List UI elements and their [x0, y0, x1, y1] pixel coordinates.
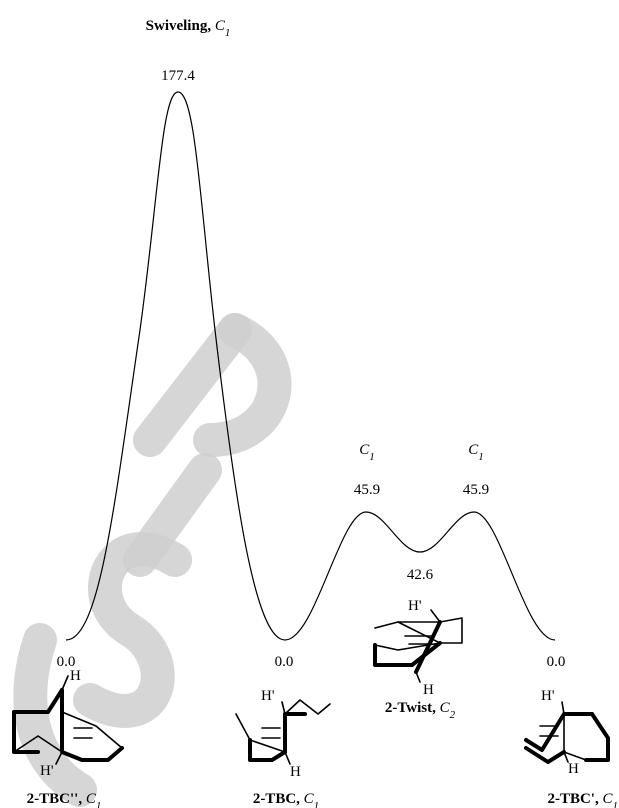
ts-right-symmetry: C1: [468, 442, 484, 463]
tbc-h: H: [290, 764, 301, 780]
swiveling-name: Swiveling,: [146, 18, 215, 34]
tbc-dd-h: H: [70, 668, 81, 684]
twist-energy: 42.6: [407, 567, 434, 583]
tbc-prime-h-prime: H': [541, 688, 555, 704]
tbc-prime-molecule: H' H: [524, 688, 610, 777]
twist-label: 2-Twist, C2: [385, 700, 456, 721]
ts-left-energy: 45.9: [354, 482, 380, 498]
swiveling-energy: 177.4: [161, 68, 195, 84]
tbc-energy: 0.0: [275, 654, 294, 670]
tbc-dd-molecule: H H': [12, 668, 124, 779]
twist-molecule: H' H: [373, 598, 463, 698]
swiveling-symbol: C: [215, 18, 226, 34]
tbc-prime-energy: 0.0: [547, 654, 566, 670]
swiveling-label: Swiveling, C1: [146, 18, 231, 39]
watermark: [13, 313, 292, 807]
tbc-dd-h-prime: H': [40, 763, 54, 779]
tbc-h-prime: H': [261, 688, 275, 704]
tbc-molecule: H' H: [235, 688, 331, 780]
tbc-label: 2-TBC, C1: [253, 791, 319, 808]
tbc-dd-label: 2-TBC'', C1: [27, 791, 102, 808]
tbc-prime-h: H: [568, 761, 579, 777]
energy-profile-curve: [65, 91, 556, 641]
tbc-prime-label: 2-TBC', C1: [547, 791, 618, 808]
twist-h: H: [423, 682, 434, 698]
swiveling-subscript: 1: [225, 27, 231, 39]
ts-right-energy: 45.9: [463, 482, 489, 498]
tbc-dd-energy: 0.0: [57, 654, 76, 670]
twist-h-prime: H': [408, 598, 422, 614]
ts-left-symmetry: C1: [359, 442, 375, 463]
